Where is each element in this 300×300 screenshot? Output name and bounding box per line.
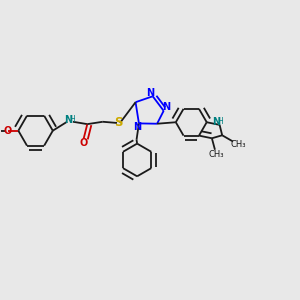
Text: N: N [163,102,171,112]
Text: O: O [3,126,11,136]
Text: H: H [69,115,75,124]
Text: N: N [64,115,73,125]
Text: H: H [217,117,223,126]
Text: CH₃: CH₃ [230,140,246,149]
Text: N: N [133,122,141,132]
Text: N: N [146,88,154,98]
Text: N: N [212,117,220,127]
Text: O: O [79,138,88,148]
Text: CH₃: CH₃ [208,150,224,159]
Text: S: S [114,116,122,129]
